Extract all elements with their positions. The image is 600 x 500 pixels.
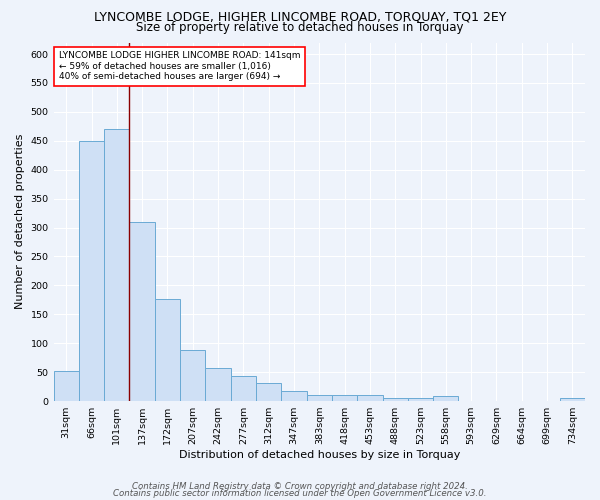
Bar [433, 396, 458, 401]
Y-axis label: Number of detached properties: Number of detached properties [15, 134, 25, 310]
Text: Contains HM Land Registry data © Crown copyright and database right 2024.: Contains HM Land Registry data © Crown c… [132, 482, 468, 491]
Bar [560, 398, 585, 401]
Text: LYNCOMBE LODGE HIGHER LINCOMBE ROAD: 141sqm
← 59% of detached houses are smaller: LYNCOMBE LODGE HIGHER LINCOMBE ROAD: 141… [59, 52, 301, 82]
X-axis label: Distribution of detached houses by size in Torquay: Distribution of detached houses by size … [179, 450, 460, 460]
Bar [357, 396, 383, 401]
Bar [256, 382, 281, 401]
Text: LYNCOMBE LODGE, HIGHER LINCOMBE ROAD, TORQUAY, TQ1 2EY: LYNCOMBE LODGE, HIGHER LINCOMBE ROAD, TO… [94, 11, 506, 24]
Bar [307, 396, 332, 401]
Bar [509, 400, 535, 401]
Bar [230, 376, 256, 401]
Bar [79, 141, 104, 401]
Bar [408, 398, 433, 401]
Bar [53, 371, 79, 401]
Bar [484, 400, 509, 401]
Text: Size of property relative to detached houses in Torquay: Size of property relative to detached ho… [136, 22, 464, 35]
Bar [535, 400, 560, 401]
Bar [383, 398, 408, 401]
Bar [180, 350, 205, 401]
Bar [458, 400, 484, 401]
Bar [281, 392, 307, 401]
Bar [104, 130, 130, 401]
Bar [332, 396, 357, 401]
Bar [130, 222, 155, 401]
Text: Contains public sector information licensed under the Open Government Licence v3: Contains public sector information licen… [113, 490, 487, 498]
Bar [205, 368, 230, 401]
Bar [155, 298, 180, 401]
